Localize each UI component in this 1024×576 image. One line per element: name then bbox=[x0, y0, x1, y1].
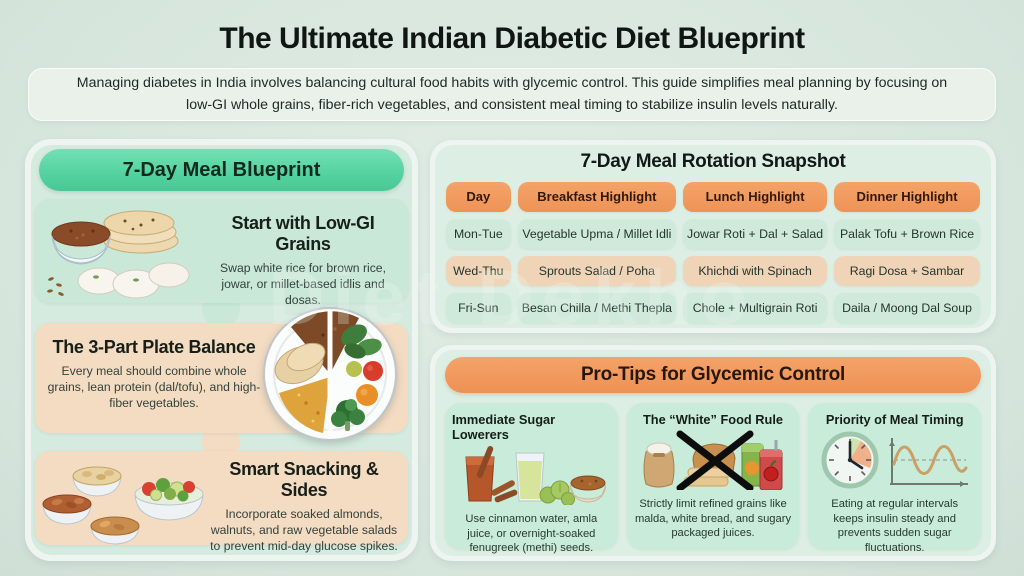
protip-white-food-rule: The “White” Food Rule bbox=[626, 403, 800, 549]
table-cell: Fri-Sun bbox=[446, 293, 511, 323]
nut-bowls-salad-icon bbox=[39, 447, 207, 552]
table-cell: Jowar Roti + Dal + Salad bbox=[683, 219, 828, 249]
col-header-lunch: Lunch Highlight bbox=[683, 182, 828, 212]
col-header-breakfast: Breakfast Highlight bbox=[517, 182, 677, 212]
col-header-dinner: Dinner Highlight bbox=[834, 182, 980, 212]
protips-panel: Pro-Tips for Glycemic Control Immediate … bbox=[430, 345, 996, 561]
card-low-gi-grains: Start with Low-GI Grains Swap white rice… bbox=[35, 199, 408, 307]
protip-title: The “White” Food Rule bbox=[642, 412, 784, 427]
cinnamon-amla-fenugreek-icon bbox=[456, 445, 607, 510]
rotation-title: 7-Day Meal Rotation Snapshot bbox=[580, 151, 846, 172]
col-header-day: Day bbox=[446, 182, 511, 212]
page-title: The Ultimate Indian Diabetic Diet Bluepr… bbox=[219, 22, 805, 55]
meal-rotation-panel: 7-Day Meal Rotation Snapshot Day Breakfa… bbox=[430, 140, 996, 333]
card-title: The 3-Part Plate Balance bbox=[52, 337, 256, 357]
protip-desc: Eating at regular intervals keeps insuli… bbox=[831, 498, 959, 554]
table-cell: Vegetable Upma / Millet Idli bbox=[517, 219, 677, 249]
table-cell: Besan Chilla / Methi Thepla bbox=[517, 293, 677, 323]
protips-header: Pro-Tips for Glycemic Control bbox=[445, 357, 981, 393]
meal-rotation-table: Day Breakfast Highlight Lunch Highlight … bbox=[446, 182, 980, 323]
protip-meal-timing: Priority of Meal Timing bbox=[808, 403, 982, 554]
card-desc: Every meal should combine whole grains, … bbox=[47, 364, 261, 411]
card-title: Start with Low-GI Grains bbox=[231, 213, 375, 254]
table-cell: Palak Tofu + Brown Rice bbox=[834, 219, 980, 249]
protips-row: Immediate Sugar Lowerers bbox=[445, 403, 982, 554]
clock-and-curve-icon bbox=[820, 430, 970, 495]
intro-box: Managing diabetes in India involves bala… bbox=[28, 68, 996, 121]
protip-title: Priority of Meal Timing bbox=[825, 412, 964, 427]
card-smart-snacking: Smart Snacking & Sides Incorporate soake… bbox=[35, 451, 408, 553]
table-cell: Mon-Tue bbox=[446, 219, 511, 249]
balanced-plate-icon bbox=[261, 305, 399, 443]
table-cell: Khichdi with Spinach bbox=[683, 256, 828, 286]
table-cell: Daila / Moong Dal Soup bbox=[834, 293, 980, 323]
card-desc: Swap white rice for brown rice, jowar, o… bbox=[220, 261, 386, 308]
table-cell: Ragi Dosa + Sambar bbox=[834, 256, 980, 286]
table-cell: Wed-Thu bbox=[446, 256, 511, 286]
protip-sugar-lowerers: Immediate Sugar Lowerers bbox=[445, 403, 618, 554]
meal-blueprint-panel: 7-Day Meal Blueprint bbox=[25, 139, 418, 561]
card-title: Smart Snacking & Sides bbox=[229, 459, 379, 500]
protip-desc: Use cinnamon water, amla juice, or overn… bbox=[465, 513, 598, 555]
crossed-white-foods-icon bbox=[638, 430, 788, 495]
table-cell: Chole + Multigrain Roti bbox=[683, 293, 828, 323]
intro-text: Managing diabetes in India involves bala… bbox=[76, 75, 948, 113]
meal-blueprint-header: 7-Day Meal Blueprint bbox=[39, 149, 404, 191]
protip-desc: Strictly limit refined grains like malda… bbox=[634, 498, 792, 540]
protip-title: Immediate Sugar Lowerers bbox=[452, 412, 556, 442]
card-desc: Incorporate soaked almonds, walnuts, and… bbox=[210, 507, 398, 554]
grain-bowl-roti-idli-icon bbox=[41, 201, 201, 308]
table-cell: Sprouts Salad / Poha bbox=[517, 256, 677, 286]
